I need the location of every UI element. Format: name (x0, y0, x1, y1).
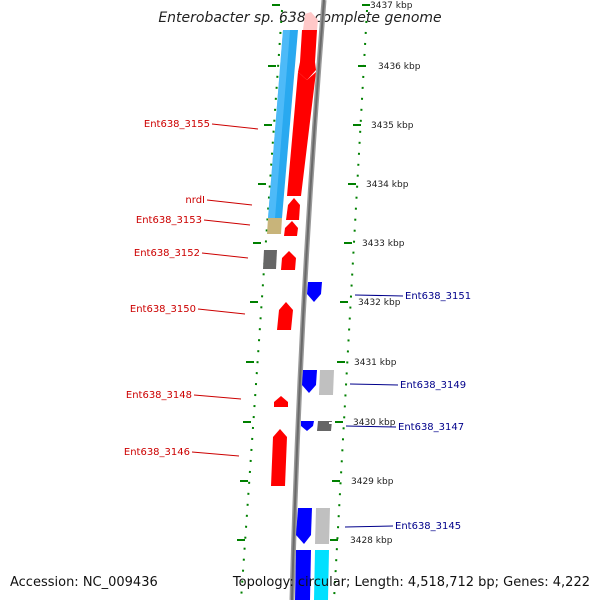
left-gene-leader-line (201, 252, 249, 259)
right-gene-label[interactable]: Ent638_3151 (405, 291, 471, 302)
gene-feature-tan (267, 218, 282, 234)
gene-feature-blue-3147 (301, 421, 314, 431)
left-gene-leader-line (193, 394, 242, 400)
gene-feature-red-top (300, 30, 317, 62)
right-gene-label[interactable]: Ent638_3145 (395, 521, 461, 532)
left-gene-label[interactable]: Ent638_3146 (124, 447, 190, 458)
gene-feature-skyblue-light (268, 30, 290, 218)
gene-feature-blue-3145 (296, 508, 312, 544)
right-gene-leaders: Ent638_3151 Ent638_3149 Ent638_3147 Ent638_… (344, 291, 471, 532)
right-gene-label[interactable]: Ent638_3147 (398, 422, 464, 433)
right-gene-leader-line (345, 425, 397, 428)
kbp-tick-label: 3428 kbp (350, 536, 393, 546)
kbp-tick-labels: 3437 kbp 3436 kbp 3435 kbp 3434 kbp 3433 kbp… (350, 1, 421, 546)
gene-feature-blue-3149 (302, 370, 317, 393)
left-gene-label[interactable]: nrdI (185, 195, 205, 206)
kbp-tick-label: 3434 kbp (366, 180, 409, 190)
gene-features (263, 12, 334, 600)
gene-feature-red-3152 (281, 251, 296, 270)
left-gene-leader-line (203, 219, 251, 226)
gene-feature-blue-3151 (307, 282, 322, 302)
kbp-tick-label: 3433 kbp (362, 239, 405, 249)
kbp-tick-marks (237, 4, 370, 541)
left-gene-label[interactable]: Ent638_3150 (130, 304, 196, 315)
left-gene-label[interactable]: Ent638_3155 (144, 119, 210, 130)
left-gene-label[interactable]: Ent638_3148 (126, 390, 192, 401)
kbp-tick-label: 3436 kbp (378, 62, 421, 72)
left-dotted-ring (240, 9, 283, 600)
kbp-tick-label: 3435 kbp (371, 121, 414, 131)
kbp-tick-label: 3431 kbp (354, 358, 397, 368)
gene-feature-red-3148 (274, 396, 288, 407)
map-title: Enterobacter sp. 638, complete genome (158, 10, 442, 26)
gene-feature-red-3153 (284, 221, 298, 236)
gene-feature-blue-bottom (295, 550, 311, 600)
right-gene-leader-line (354, 294, 404, 297)
left-gene-leader-line (191, 451, 240, 457)
genome-backbone-highlight (291, 0, 325, 600)
gene-feature-cyan-bottom (314, 550, 329, 600)
gene-feature-pink (303, 12, 318, 30)
gene-feature-gray-3147 (317, 421, 332, 431)
right-gene-label[interactable]: Ent638_3149 (400, 380, 466, 391)
gene-feature-red-nrdi (286, 198, 300, 220)
left-gene-leader-line (206, 199, 253, 206)
right-gene-leader-line (349, 383, 399, 386)
gene-feature-lightgray-3149 (319, 370, 334, 395)
left-gene-leader-line (197, 308, 246, 315)
kbp-tick-label: 3430 kbp (353, 418, 396, 428)
left-gene-leaders: Ent638_3155 nrdI Ent638_3153 Ent638_3152 Ent… (124, 119, 259, 458)
gene-feature-red-3150 (277, 302, 293, 330)
right-gene-leader-line (344, 525, 394, 528)
kbp-tick-label: 3437 kbp (370, 1, 413, 11)
left-gene-leader-line (211, 123, 259, 130)
left-gene-label[interactable]: Ent638_3152 (134, 248, 200, 259)
accession-label: Accession: NC_009436 (10, 575, 158, 590)
gene-feature-red-long (287, 72, 316, 196)
gene-feature-lightgray-3145 (315, 508, 330, 544)
gene-feature-white-3147-dash (329, 422, 333, 424)
gene-feature-gray-3152 (263, 250, 277, 269)
kbp-tick-label: 3429 kbp (351, 477, 394, 487)
topology-label: Topology: circular; Length: 4,518,712 bp… (232, 575, 590, 590)
left-gene-label[interactable]: Ent638_3153 (136, 215, 202, 226)
gene-feature-red-arrow-top (298, 62, 316, 80)
gene-feature-red-3146 (271, 429, 287, 486)
kbp-tick-label: 3432 kbp (358, 298, 401, 308)
